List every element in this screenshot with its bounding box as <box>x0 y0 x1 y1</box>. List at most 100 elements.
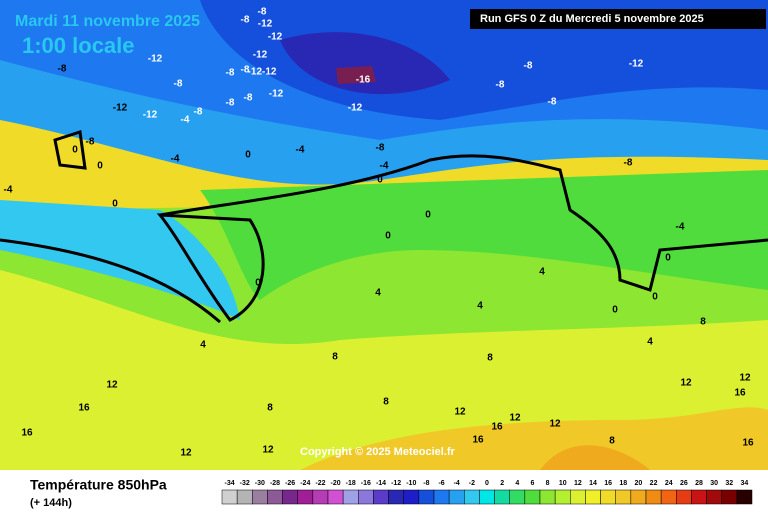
contour-label: 4 <box>477 301 483 312</box>
copyright: Copyright © 2025 Meteociel.fr <box>300 446 456 458</box>
legend-swatch <box>736 489 753 505</box>
legend-value: -14 <box>376 480 386 487</box>
legend-swatch <box>267 489 283 505</box>
contour-label: 16 <box>472 435 484 446</box>
contour-label: 8 <box>487 353 493 364</box>
legend-value: -4 <box>454 480 460 487</box>
contour-label: 12 <box>509 413 521 424</box>
contour-label: -8 <box>241 15 250 26</box>
contour-label: -8 <box>226 98 235 109</box>
legend-value: -10 <box>406 480 416 487</box>
contour-label: -4 <box>171 154 180 165</box>
legend-value: 0 <box>485 480 489 487</box>
contour-label: 8 <box>332 352 338 363</box>
legend-swatch <box>676 489 692 505</box>
legend-value: 6 <box>530 480 534 487</box>
contour-label: 0 <box>652 292 658 303</box>
legend-swatch <box>433 489 450 505</box>
contour-label: 16 <box>78 403 90 414</box>
forecast-time: 1:00 locale <box>22 33 135 58</box>
legend-value: -16 <box>361 480 371 487</box>
legend-swatch <box>342 489 359 505</box>
contour-label: 0 <box>245 150 251 161</box>
legend-value: 16 <box>604 480 612 487</box>
contour-label: -12-12 <box>248 67 277 78</box>
contour-label: -8 <box>376 143 385 154</box>
color-legend: -34 -32 -30 -28 -26 -24 -22 -20 -18 -16 -14 -12 -10-… <box>221 480 753 505</box>
contour-label: 0 <box>97 161 103 172</box>
contour-label: 0 <box>385 231 391 242</box>
legend-swatch <box>282 489 298 505</box>
contour-label: 16 <box>21 428 33 439</box>
contour-label: -12 <box>269 89 284 100</box>
legend-swatch <box>418 489 435 505</box>
legend-swatch <box>585 489 601 505</box>
contour-label: -8 <box>548 97 557 108</box>
contour-label: 12 <box>739 373 751 384</box>
legend-value: -34 <box>225 480 235 487</box>
legend-value: 18 <box>619 480 627 487</box>
contour-label: -8 <box>624 158 633 169</box>
legend-swatch <box>297 489 314 505</box>
legend-swatch <box>464 489 480 505</box>
contour-labels: -8-8 -12-12-12-8-12-12-12-8-8-8-12-12 -8-4… <box>4 7 754 459</box>
contour-label: -12 <box>148 54 163 65</box>
contour-label: -8 <box>496 80 505 91</box>
contour-label: -8 <box>58 64 67 75</box>
contour-label: 8 <box>700 317 706 328</box>
legend-swatch <box>600 489 616 505</box>
contour-label: -12 <box>113 103 128 114</box>
legend-value: 30 <box>710 480 718 487</box>
contour-label: 4 <box>647 337 653 348</box>
legend-value: 26 <box>680 480 688 487</box>
contour-label: -4 <box>181 115 190 126</box>
contour-label: 16 <box>734 388 746 399</box>
contour-label: 12 <box>180 448 192 459</box>
legend-value: 10 <box>559 480 567 487</box>
contour-label: 8 <box>609 436 615 447</box>
contour-label: -8 <box>194 107 203 118</box>
legend-value: -30 <box>255 480 265 487</box>
legend-value: 28 <box>695 480 703 487</box>
contour-label: -12 <box>143 110 158 121</box>
contour-label: 8 <box>383 397 389 408</box>
legend-value: 12 <box>574 480 582 487</box>
legend-value: -28 <box>270 480 280 487</box>
contour-label: 0 <box>72 145 78 156</box>
contour-label: 12 <box>549 419 561 430</box>
contour-label: 0 <box>377 175 383 186</box>
legend-value: 32 <box>725 480 733 487</box>
legend-swatch <box>252 489 268 505</box>
contour-label: -12 <box>258 19 273 30</box>
contour-label: 0 <box>665 253 671 264</box>
legend-swatch <box>660 489 677 505</box>
run-box <box>470 9 766 29</box>
legend-swatch <box>312 489 329 505</box>
contour-label: -12 <box>268 32 283 43</box>
contour-label: 4 <box>375 288 381 299</box>
legend-swatch <box>358 489 374 505</box>
contour-label: 12 <box>454 407 466 418</box>
legend-swatch <box>570 489 586 505</box>
contour-label: -4 <box>4 185 13 196</box>
contour-label: 4 <box>539 267 545 278</box>
legend-swatch <box>509 489 526 505</box>
contour-label: 0 <box>612 305 618 316</box>
legend-value: -2 <box>469 480 475 487</box>
legend-swatch <box>630 489 647 505</box>
legend-value: -24 <box>300 480 310 487</box>
run-info: Run GFS 0 Z du Mercredi 5 novembre 2025 <box>480 13 704 25</box>
legend-swatch <box>539 489 556 505</box>
contour-label: 16 <box>742 438 754 449</box>
legend-value: 4 <box>515 480 519 487</box>
contour-label: 12 <box>262 445 274 456</box>
legend-swatch <box>494 489 510 505</box>
legend-value: -6 <box>438 480 444 487</box>
legend-swatch <box>403 489 420 505</box>
contour-label: 8 <box>267 403 273 414</box>
contour-label: -12 <box>348 103 363 114</box>
legend-value: 24 <box>665 480 673 487</box>
legend-swatch <box>615 489 632 505</box>
